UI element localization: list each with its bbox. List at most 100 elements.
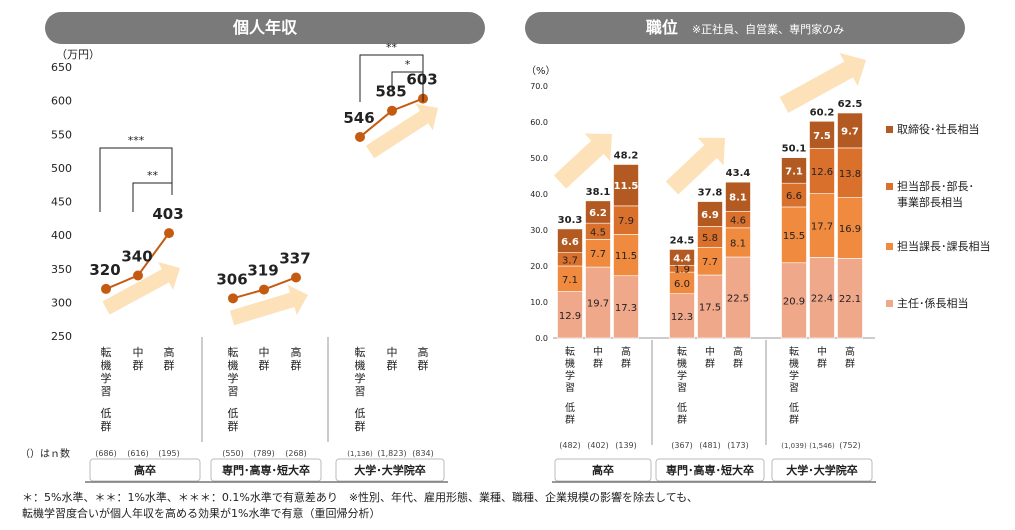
position-category-label: 転機学習 xyxy=(789,346,799,394)
income-data-point xyxy=(291,272,301,283)
income-data-point xyxy=(228,293,238,304)
position-segment-label: 6.2 xyxy=(589,208,607,219)
income-data-label: 403 xyxy=(152,205,183,223)
income-sig-bracket-label: *** xyxy=(128,134,145,147)
position-bar-segment xyxy=(809,120,835,149)
position-y-tick-label: 20.0 xyxy=(530,262,548,271)
footnote-line-1: ＊：5%水準、＊＊：1%水準、＊＊＊：0.1%水準で有意差あり ※性別、年代、雇… xyxy=(22,491,698,504)
income-sig-bracket-label: ** xyxy=(147,169,159,182)
income-sig-bracket xyxy=(99,147,173,212)
position-category-label-char: 機 xyxy=(677,357,687,370)
income-category-label-sub-char: 群 xyxy=(228,419,239,433)
position-total-label: 37.8 xyxy=(698,188,723,199)
position-segment-label: 4.6 xyxy=(730,216,746,227)
position-segment-label: 13.8 xyxy=(839,169,861,180)
position-y-tick-label: 40.0 xyxy=(530,190,548,199)
income-category-label-char: 群 xyxy=(133,358,144,372)
position-segment-label: 11.5 xyxy=(615,251,637,262)
position-legend-label: 担当部長･部長･ xyxy=(897,179,974,193)
income-data-label: 585 xyxy=(375,83,406,101)
position-group-label: 高卒 xyxy=(592,463,614,477)
income-n-label: (550) xyxy=(222,449,244,458)
income-group-label: 大学･大学院卒 xyxy=(354,463,426,477)
position-bar-segment xyxy=(781,157,807,184)
position-bar-segment xyxy=(697,201,723,227)
position-segment-label: 7.7 xyxy=(590,249,606,260)
position-segment-label: 11.5 xyxy=(614,181,639,192)
position-category-label-char: 機 xyxy=(565,357,575,370)
position-segment-label: 16.9 xyxy=(839,224,861,235)
position-category-label-char: 中 xyxy=(705,345,715,358)
income-category-label: 転機学習 xyxy=(228,346,239,398)
income-group-label: 専門･高専･短大卒 xyxy=(222,463,310,477)
position-segment-label: 20.9 xyxy=(783,296,805,307)
position-group-label: 大学･大学院卒 xyxy=(786,463,858,477)
position-legend-label: 主任･係長相当 xyxy=(897,296,969,310)
position-segment-label: 7.1 xyxy=(785,166,803,177)
income-category-label-sub-char: 低 xyxy=(101,407,112,420)
position-bar-segment xyxy=(557,291,583,339)
position-bar-segment xyxy=(585,200,611,224)
income-category-label: 中群 xyxy=(259,346,270,372)
income-category-label-char: 学 xyxy=(355,371,366,385)
income-data-point xyxy=(387,105,397,116)
position-category-label: 高群 xyxy=(621,345,631,370)
income-category-label: 転機学習 xyxy=(101,346,112,398)
position-category-label-char: 習 xyxy=(789,382,799,394)
income-category-label-char: 高 xyxy=(418,345,429,359)
position-legend-swatch xyxy=(886,183,893,190)
income-category-label-sub: 低群 xyxy=(101,407,112,433)
income-category-label-char: 中 xyxy=(387,346,398,359)
position-group-box xyxy=(655,458,765,482)
position-segment-label: 22.4 xyxy=(811,294,833,305)
income-n-note: （）はｎ数 xyxy=(20,447,70,460)
position-segment-label: 6.6 xyxy=(561,237,579,248)
position-segment-label: 7.9 xyxy=(618,216,634,227)
position-y-tick-label: 60.0 xyxy=(530,118,548,127)
position-category-label-char: 転 xyxy=(789,346,799,358)
footnote: ＊：5%水準、＊＊：1%水準、＊＊＊：0.1%水準で有意差あり ※性別、年代、雇… xyxy=(22,490,698,522)
position-legend-swatch xyxy=(886,243,893,250)
position-category-label-char: 中 xyxy=(593,345,603,358)
income-n-label: (686) xyxy=(95,449,117,458)
income-y-tick-label: 250 xyxy=(51,330,72,343)
income-category-label: 高群 xyxy=(164,345,175,372)
position-category-label-char: 群 xyxy=(593,357,603,370)
income-category-label: 転機学習 xyxy=(355,346,366,398)
income-category-label-char: 中 xyxy=(133,346,144,359)
income-category-label-sub: 低群 xyxy=(228,407,239,433)
income-group-box xyxy=(210,458,322,482)
income-category-label-char: 学 xyxy=(228,371,239,385)
income-category-label-char: 群 xyxy=(259,358,270,372)
position-legend-label: 事業部長相当 xyxy=(897,195,963,209)
position-bar-segment xyxy=(669,293,695,339)
position-category-label-sub: 低群 xyxy=(677,401,687,426)
position-category-label-char: 群 xyxy=(845,357,855,370)
position-category-label-char: 学 xyxy=(789,369,799,382)
income-data-label: 337 xyxy=(279,249,310,267)
position-total-label: 60.2 xyxy=(810,107,835,118)
position-bar-segment xyxy=(585,239,611,268)
position-category-label-sub-char: 群 xyxy=(565,413,575,426)
income-category-label-sub-char: 群 xyxy=(355,419,366,433)
position-total-label: 30.3 xyxy=(558,215,583,226)
income-data-point xyxy=(259,284,269,295)
position-bar-segment xyxy=(697,246,723,276)
position-category-label-char: 中 xyxy=(817,345,827,358)
position-segment-label: 12.3 xyxy=(671,312,693,323)
income-trend-arrow xyxy=(365,103,438,159)
position-header: 職位 ※正社員、自営業、専門家のみ xyxy=(525,12,965,44)
income-y-tick-label: 650 xyxy=(51,61,72,74)
position-category-label-char: 群 xyxy=(733,357,743,370)
income-category-label-char: 習 xyxy=(228,385,239,398)
position-n-label: (139) xyxy=(615,441,637,450)
income-y-tick-label: 500 xyxy=(51,162,72,175)
position-category-label: 中群 xyxy=(593,345,603,370)
income-category-label-char: 習 xyxy=(355,385,366,398)
income-category-label-char: 群 xyxy=(418,358,429,372)
position-segment-label: 19.7 xyxy=(587,299,609,310)
income-y-tick-label: 350 xyxy=(51,263,72,276)
income-n-label: (616) xyxy=(127,449,149,458)
income-data-point xyxy=(355,131,365,142)
position-category-label-sub-char: 群 xyxy=(677,413,687,426)
